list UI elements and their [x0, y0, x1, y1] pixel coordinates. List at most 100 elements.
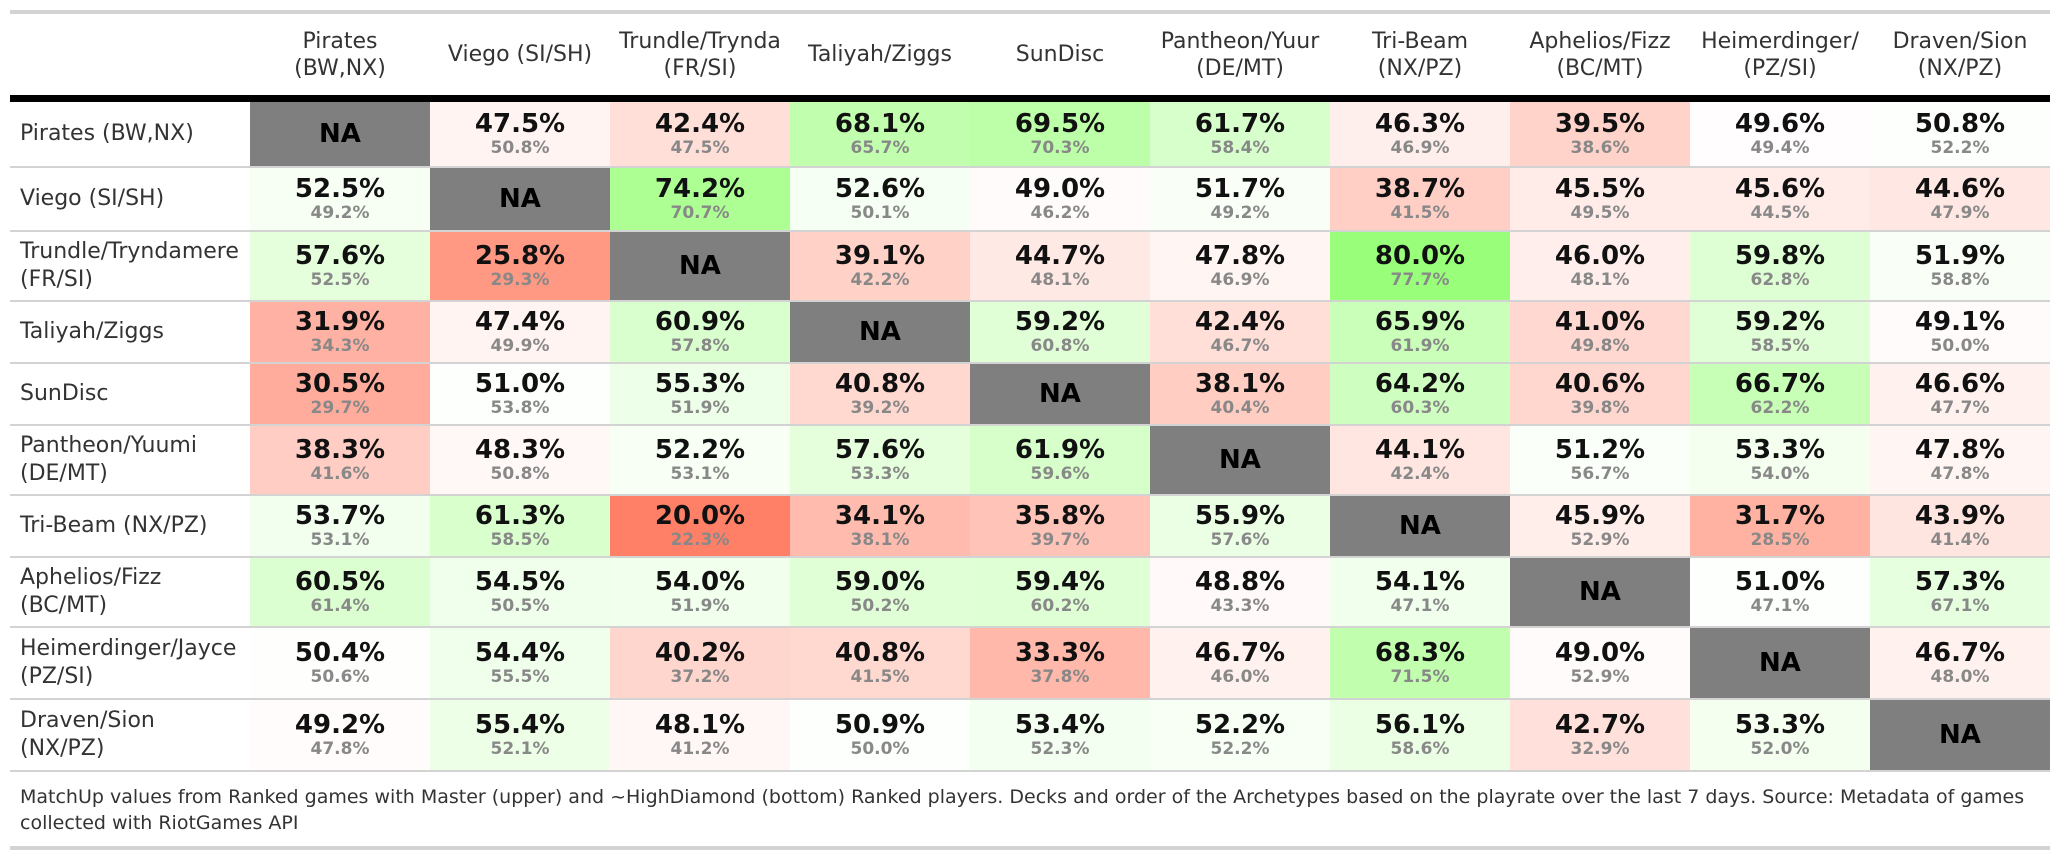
matchup-cell: 61.9% 59.6%	[970, 426, 1150, 494]
lower-value: 52.3%	[1030, 739, 1090, 759]
upper-value: 40.2%	[654, 638, 746, 668]
lower-value: 47.5%	[670, 138, 730, 158]
matchup-cell: 60.5% 61.4%	[250, 558, 430, 626]
upper-value: 47.5%	[474, 109, 566, 139]
upper-value: 44.1%	[1374, 435, 1466, 465]
lower-value: 55.5%	[490, 667, 550, 687]
na-label: NA	[679, 251, 721, 281]
column-header-row: Pirates (BW,NX) Viego (SI/SH) Trundle/Trynd…	[10, 14, 2050, 95]
lower-value: 52.0%	[1750, 739, 1810, 759]
matchup-cell: 59.0% 50.2%	[790, 558, 970, 626]
lower-value: 67.1%	[1930, 596, 1990, 616]
matchup-cell: 51.2% 56.7%	[1510, 426, 1690, 494]
matchup-cell: 66.7% 62.2%	[1690, 364, 1870, 424]
upper-value: 48.8%	[1194, 567, 1286, 597]
matchup-cell: 56.1% 58.6%	[1330, 700, 1510, 770]
matchup-cell: 48.1% 41.2%	[610, 700, 790, 770]
column-header-line: (BW,NX)	[294, 55, 386, 81]
lower-value: 49.2%	[310, 203, 370, 223]
column-header-line: Tri-Beam	[1371, 28, 1469, 54]
na-label: NA	[499, 184, 541, 214]
table-row: Trundle/Tryndamere (FR/SI) 57.6% 52.5% 25.8%…	[10, 232, 2050, 302]
upper-value: 57.6%	[834, 435, 926, 465]
lower-value: 52.9%	[1570, 530, 1630, 550]
upper-value: 59.8%	[1734, 241, 1826, 271]
upper-value: 53.7%	[294, 501, 386, 531]
row-label-line: (PZ/SI)	[20, 664, 94, 689]
lower-value: 39.8%	[1570, 398, 1630, 418]
lower-value: 47.8%	[1930, 464, 1990, 484]
lower-value: 32.9%	[1570, 739, 1630, 759]
bottom-rule	[10, 846, 2050, 850]
upper-value: 34.1%	[834, 501, 926, 531]
matchup-cell: 51.0% 53.8%	[430, 364, 610, 424]
matchup-cell: 45.6% 44.5%	[1690, 168, 1870, 230]
matchup-cell: 68.1% 65.7%	[790, 102, 970, 166]
matchup-cell: 38.7% 41.5%	[1330, 168, 1510, 230]
lower-value: 41.5%	[850, 667, 910, 687]
matchup-cell: 46.7% 48.0%	[1870, 628, 2050, 698]
row-label-line: Taliyah/Ziggs	[20, 319, 164, 344]
upper-value: 46.6%	[1914, 369, 2006, 399]
upper-value: 60.5%	[294, 567, 386, 597]
upper-value: 51.0%	[474, 369, 566, 399]
matchup-cell: 40.2% 37.2%	[610, 628, 790, 698]
matchup-cell: 31.9% 34.3%	[250, 302, 430, 362]
upper-value: 40.8%	[834, 638, 926, 668]
upper-value: 57.6%	[294, 241, 386, 271]
upper-value: 40.8%	[834, 369, 926, 399]
lower-value: 47.8%	[310, 739, 370, 759]
upper-value: 44.6%	[1914, 174, 2006, 204]
matchup-cell: 57.3% 67.1%	[1870, 558, 2050, 626]
matchup-cell: 49.0% 46.2%	[970, 168, 1150, 230]
matchup-cell: 52.2% 53.1%	[610, 426, 790, 494]
matchup-cell: 49.6% 49.4%	[1690, 102, 1870, 166]
row-label: Taliyah/Ziggs	[10, 302, 250, 362]
row-label-line: SunDisc	[20, 381, 109, 406]
matchup-cell: 20.0% 22.3%	[610, 496, 790, 556]
upper-value: 38.1%	[1194, 369, 1286, 399]
row-label: Pantheon/Yuumi (DE/MT)	[10, 426, 250, 494]
na-cell: NA	[430, 168, 610, 230]
upper-value: 59.4%	[1014, 567, 1106, 597]
lower-value: 61.9%	[1390, 336, 1450, 356]
lower-value: 40.4%	[1210, 398, 1270, 418]
lower-value: 58.4%	[1210, 138, 1270, 158]
matchup-table: Pirates (BW,NX) Viego (SI/SH) Trundle/Trynd…	[10, 10, 2050, 850]
lower-value: 46.9%	[1390, 138, 1450, 158]
lower-value: 60.8%	[1030, 336, 1090, 356]
matchup-cell: 46.6% 47.7%	[1870, 364, 2050, 424]
matchup-cell: 49.2% 47.8%	[250, 700, 430, 770]
upper-value: 61.7%	[1194, 109, 1286, 139]
matchup-cell: 46.0% 48.1%	[1510, 232, 1690, 300]
lower-value: 42.2%	[850, 270, 910, 290]
lower-value: 60.2%	[1030, 596, 1090, 616]
upper-value: 54.1%	[1374, 567, 1466, 597]
upper-value: 51.0%	[1734, 567, 1826, 597]
upper-value: 61.3%	[474, 501, 566, 531]
matchup-cell: 55.3% 51.9%	[610, 364, 790, 424]
row-label-line: Heimerdinger/Jayce	[20, 636, 237, 661]
upper-value: 57.3%	[1914, 567, 2006, 597]
lower-value: 58.8%	[1930, 270, 1990, 290]
lower-value: 41.4%	[1930, 530, 1990, 550]
lower-value: 38.6%	[1570, 138, 1630, 158]
matchup-cell: 57.6% 53.3%	[790, 426, 970, 494]
lower-value: 44.5%	[1750, 203, 1810, 223]
lower-value: 52.1%	[490, 739, 550, 759]
lower-value: 53.1%	[670, 464, 730, 484]
matchup-cell: 43.9% 41.4%	[1870, 496, 2050, 556]
upper-value: 46.7%	[1194, 638, 1286, 668]
column-header-line: SunDisc	[1015, 42, 1105, 67]
column-header-line: Draven/Sion	[1892, 28, 2028, 54]
header-divider	[10, 95, 2050, 102]
matchup-cell: 59.8% 62.8%	[1690, 232, 1870, 300]
upper-value: 59.0%	[834, 567, 926, 597]
lower-value: 41.6%	[310, 464, 370, 484]
upper-value: 46.7%	[1914, 638, 2006, 668]
lower-value: 58.5%	[1750, 336, 1810, 356]
lower-value: 77.7%	[1390, 270, 1450, 290]
column-header: Draven/Sion (NX/PZ)	[1870, 28, 2050, 82]
upper-value: 49.2%	[294, 710, 386, 740]
row-label-line: (NX/PZ)	[20, 736, 105, 761]
